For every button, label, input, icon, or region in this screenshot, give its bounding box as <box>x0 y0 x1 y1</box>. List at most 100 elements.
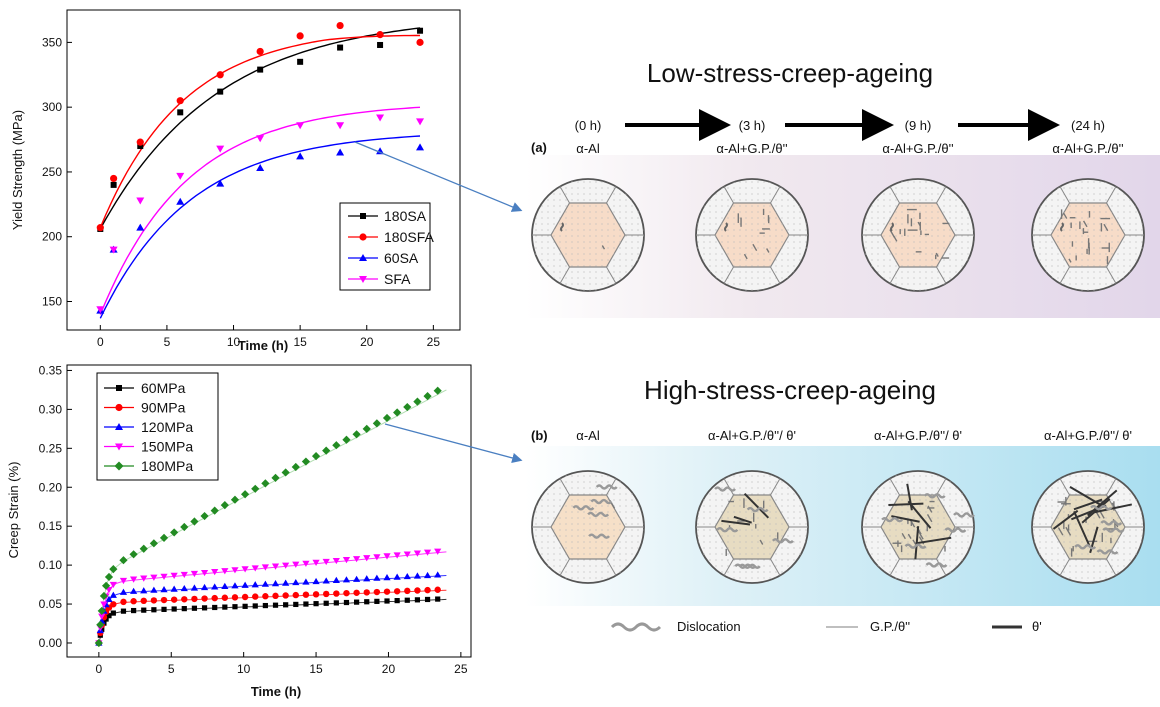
boundary-line <box>936 478 947 496</box>
point-60MPa <box>151 607 157 613</box>
dislocation <box>925 562 948 568</box>
phase-b-3: α-Al+G.P./θ''/ θ' <box>1044 428 1132 443</box>
gp-zone <box>917 530 924 540</box>
point-180MPa <box>149 539 158 548</box>
fit-curve-60SA <box>99 135 421 319</box>
theta-prime-precipitate <box>888 502 924 506</box>
boundary-line <box>1106 478 1117 496</box>
dislocation <box>1100 520 1123 526</box>
boundary-line <box>1106 266 1117 284</box>
point-150MPa <box>251 565 259 572</box>
point-150MPa <box>302 560 310 567</box>
dislocation <box>1090 504 1112 511</box>
point-120MPa <box>393 573 401 580</box>
point-60MPa <box>161 606 167 612</box>
point-90MPa <box>221 594 229 601</box>
dislocation <box>953 512 975 518</box>
dislocation <box>890 222 894 232</box>
creep-strain-chart: 0.00 0.05 0.10 0.15 0.20 0.25 0.30 0.35 0 5 10 15 2… <box>6 363 472 699</box>
point-90MPa <box>140 597 147 605</box>
x-axis: 0 5 10 15 20 25 <box>97 325 440 349</box>
grain-b-2 <box>861 470 975 584</box>
point-120MPa <box>292 578 300 586</box>
legend-marker <box>116 385 122 391</box>
point-90MPa <box>353 589 360 596</box>
point-60MPa <box>201 605 208 611</box>
point-180MPa <box>261 479 270 488</box>
point-120MPa <box>413 572 422 579</box>
dislocation <box>560 222 564 232</box>
time-label-9: (9 h) <box>905 118 932 133</box>
point-SFA <box>216 145 225 153</box>
point-SFA <box>416 118 425 126</box>
point-180MPa <box>251 484 260 493</box>
panel-b-label: (b) <box>531 428 548 443</box>
boundary-line <box>1106 558 1117 576</box>
boundary-line <box>606 558 617 576</box>
texture <box>881 203 955 267</box>
point-120MPa <box>261 580 269 587</box>
point-150MPa <box>342 557 351 564</box>
texture <box>715 203 789 267</box>
theta-prime-precipitate <box>1052 509 1079 530</box>
point-60SA <box>336 148 345 156</box>
point-90MPa <box>160 596 168 604</box>
point-90MPa <box>414 587 421 594</box>
fit-curve-150MPa <box>98 551 447 644</box>
point-180MPa <box>433 386 442 395</box>
point-180SA <box>217 88 224 95</box>
x-tick-label: 10 <box>227 335 241 349</box>
point-90MPa <box>292 591 299 599</box>
point-150MPa <box>373 554 381 561</box>
point-60MPa <box>181 606 187 612</box>
y-tick-label: 0.00 <box>39 636 63 650</box>
boundary-line <box>723 266 734 284</box>
gp-zone <box>907 533 912 539</box>
point-60MPa <box>171 606 177 612</box>
point-180MPa <box>200 511 209 521</box>
point-90MPa <box>383 588 391 595</box>
dislocation <box>588 533 610 539</box>
dislocation <box>1102 527 1125 533</box>
point-60MPa <box>394 598 400 604</box>
legend-marker <box>359 254 367 261</box>
point-90MPa <box>333 590 340 597</box>
legend: 180SA 180SFA 60SA SFA <box>339 202 434 291</box>
point-150MPa <box>98 613 106 620</box>
point-90MPa <box>181 596 188 603</box>
gp-zone <box>1082 220 1088 228</box>
point-SFA <box>336 122 345 130</box>
legend-label: 180SA <box>384 208 427 224</box>
grain-b-3 <box>1031 470 1145 584</box>
legend: 60MPa 90MPa 120MPa 150MPa 180MPa <box>96 372 219 481</box>
point-120MPa <box>403 572 411 580</box>
legend-marker <box>360 213 366 219</box>
point-180SFA <box>136 138 144 146</box>
point-150MPa <box>190 570 199 578</box>
plot-frame <box>66 9 461 331</box>
point-120MPa <box>302 578 310 585</box>
x-tick-label: 10 <box>237 662 251 676</box>
point-180MPa <box>301 457 311 466</box>
point-120MPa <box>221 582 229 589</box>
point-150MPa <box>150 574 158 581</box>
point-180SA <box>257 66 264 73</box>
legend-label: 60SA <box>384 250 419 266</box>
point-150MPa <box>312 559 320 566</box>
point-60SA <box>296 152 305 160</box>
boundary-line <box>889 186 900 204</box>
gp-zone <box>935 252 939 257</box>
grain-b-1 <box>695 470 809 584</box>
y-tick-label: 0.30 <box>39 402 63 416</box>
grains-high-stress <box>531 470 1145 584</box>
point-90MPa <box>211 594 218 602</box>
dislocation-symbol <box>610 622 662 632</box>
point-60MPa <box>404 597 410 603</box>
legend-box <box>339 202 431 291</box>
gp-zone <box>766 248 770 253</box>
point-180SFA <box>376 31 384 39</box>
legend-label: 60MPa <box>141 380 186 396</box>
boundary-line <box>889 478 900 496</box>
gp-label: G.P./θ'' <box>870 619 910 634</box>
boundary-line <box>889 266 900 284</box>
